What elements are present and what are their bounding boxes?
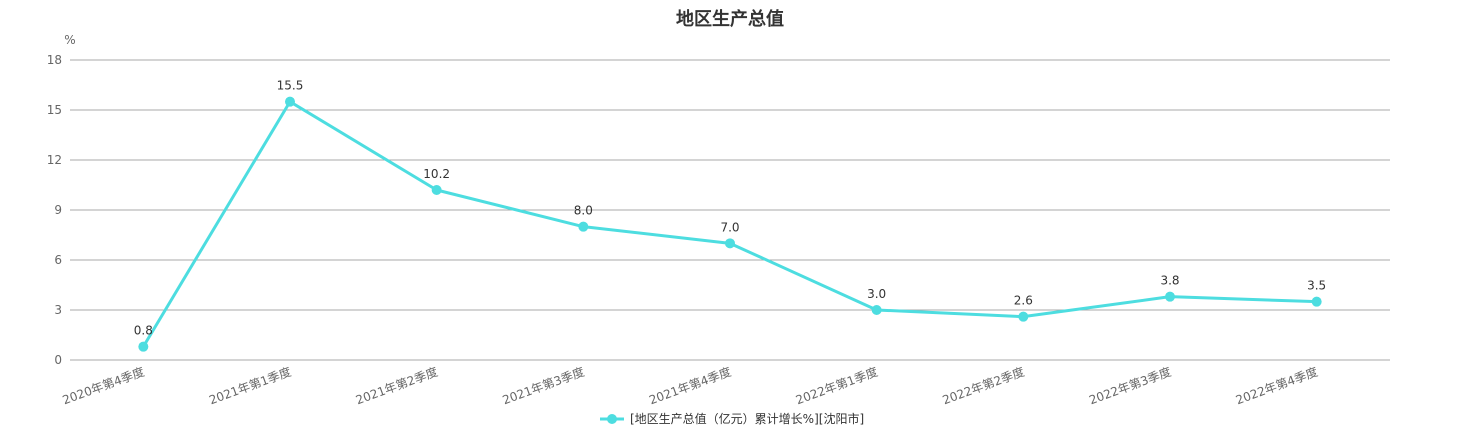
data-label: 8.0: [574, 204, 593, 218]
y-tick-label: 0: [54, 353, 62, 367]
data-label: 7.0: [720, 220, 739, 234]
x-tick-label: 2021年第4季度: [647, 364, 733, 408]
chart-title: 地区生产总值: [676, 8, 784, 30]
grid-lines: [70, 59, 1390, 361]
y-tick-label: 9: [54, 203, 62, 217]
x-tick-label: 2022年第3季度: [1087, 364, 1173, 408]
y-tick-label: 15: [47, 103, 62, 117]
data-point: [1018, 311, 1029, 322]
data-point: [1165, 291, 1175, 302]
y-tick-label: 3: [54, 303, 62, 317]
data-point: [138, 341, 149, 352]
x-tick-label: 2022年第4季度: [1234, 364, 1320, 408]
legend[interactable]: [地区生产总值（亿元）累计增长%][沈阳市]: [600, 411, 864, 426]
y-tick-label: 12: [47, 153, 62, 167]
legend-series-marker: [607, 414, 617, 424]
x-tick-label: 2022年第1季度: [794, 364, 880, 408]
data-label: 3.5: [1307, 279, 1326, 293]
data-point: [871, 305, 882, 315]
data-point: [578, 221, 589, 232]
x-tick-labels: 2020年第4季度 2021年第1季度 2021年第2季度 2021年第3季度 2021…: [60, 364, 1319, 408]
x-tick-label: 2021年第3季度: [500, 364, 586, 408]
data-label: 15.5: [277, 79, 304, 93]
legend-series-name: [地区生产总值（亿元）累计增长%][沈阳市]: [630, 411, 864, 426]
data-point: [431, 185, 442, 195]
x-tick-label: 2020年第4季度: [60, 364, 146, 408]
series-layer: 0.8 15.5 10.2 8.0 7.0 3.0 2.6 3.8 3.5: [134, 79, 1326, 352]
x-tick-label: 2021年第2季度: [354, 364, 440, 408]
y-axis-unit-label: %: [64, 33, 75, 47]
data-label: 0.8: [134, 324, 153, 338]
y-tick-label: 6: [54, 253, 62, 267]
data-point: [725, 238, 735, 249]
data-label: 3.0: [867, 287, 886, 301]
data-label: 10.2: [423, 167, 450, 181]
y-tick-labels: 0 3 6 9 12 15 18: [47, 53, 62, 367]
data-point: [285, 96, 295, 107]
x-tick-label: 2021年第1季度: [207, 364, 293, 408]
data-label: 2.6: [1014, 294, 1033, 308]
y-tick-label: 18: [47, 53, 62, 67]
x-tick-label: 2022年第2季度: [940, 364, 1026, 408]
data-label: 3.8: [1160, 274, 1179, 288]
data-point: [1311, 296, 1322, 307]
